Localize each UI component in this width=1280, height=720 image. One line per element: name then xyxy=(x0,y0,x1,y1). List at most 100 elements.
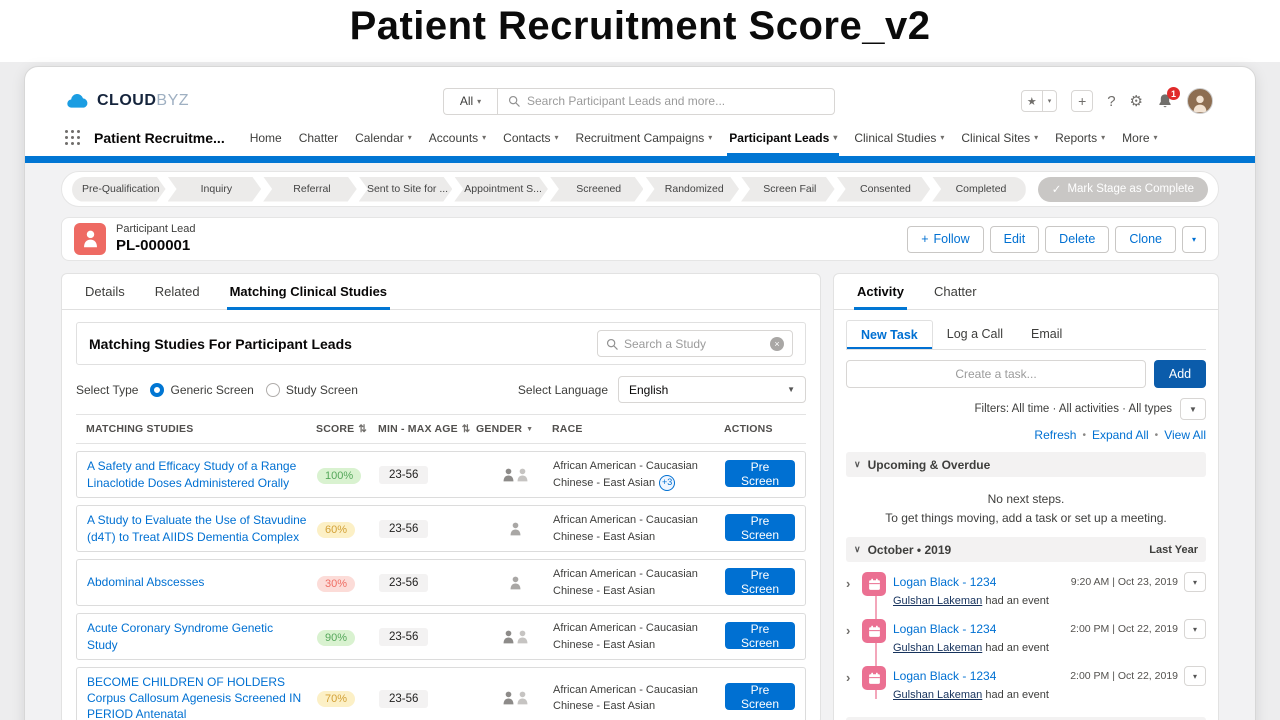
plus-icon: + xyxy=(1078,93,1087,109)
section-upcoming-overdue[interactable]: ∨ Upcoming & Overdue xyxy=(846,452,1206,477)
path-stage-sent-to-site[interactable]: Sent to Site for ... xyxy=(359,177,453,202)
nav-item-reports[interactable]: Reports ▾ xyxy=(1053,119,1107,156)
person-link[interactable]: Gulshan Lakeman xyxy=(893,689,983,702)
tab-details[interactable]: Details xyxy=(85,284,125,299)
mark-stage-complete-button[interactable]: ✓ Mark Stage as Complete xyxy=(1037,176,1208,202)
global-search-input[interactable]: Search Participant Leads and more... xyxy=(497,87,835,115)
app-name[interactable]: Patient Recruitme... xyxy=(94,129,225,146)
subtab-new-task[interactable]: New Task xyxy=(846,320,933,349)
event-link[interactable]: Logan Black - 1234 xyxy=(893,622,997,637)
gender-both-icon xyxy=(477,468,553,482)
event-menu-button[interactable]: ▾ xyxy=(1184,572,1206,593)
language-select[interactable]: English ▼ xyxy=(618,376,806,403)
avatar[interactable] xyxy=(1187,88,1213,114)
event-link[interactable]: Logan Black - 1234 xyxy=(893,669,997,684)
nav-item-clinical-sites[interactable]: Clinical Sites ▾ xyxy=(959,119,1040,156)
filter-button[interactable]: ▼ xyxy=(1180,398,1206,420)
subtab-log-a-call[interactable]: Log a Call xyxy=(946,327,1004,341)
section-chevron-icon: ∨ xyxy=(854,459,861,469)
column-header-score[interactable]: SCORE ⇅ xyxy=(316,423,367,435)
study-link[interactable]: BECOME CHILDREN OF HOLDERS Corpus Callos… xyxy=(87,675,302,720)
tab-chatter[interactable]: Chatter xyxy=(933,284,977,299)
nav-item-accounts[interactable]: Accounts ▾ xyxy=(427,119,488,156)
column-header-age[interactable]: MIN - MAX AGE ⇅ xyxy=(378,423,471,435)
section-october-2019[interactable]: ∨ October • 2019 Last Year xyxy=(846,537,1206,563)
pre-screen-button[interactable]: Pre Screen xyxy=(725,683,795,711)
expand-all-link[interactable]: Expand All xyxy=(1091,428,1149,442)
path-stage-screened[interactable]: Screened xyxy=(550,177,644,202)
path-stage-appointment[interactable]: Appointment S... xyxy=(454,177,548,202)
sort-icon[interactable]: ⇅ xyxy=(358,423,367,435)
person-link[interactable]: Gulshan Lakeman xyxy=(893,595,983,608)
race-cell: African American - Caucasian Chinese - E… xyxy=(553,458,725,491)
more-actions-button[interactable]: ▾ xyxy=(1181,225,1206,253)
nav-item-home[interactable]: Home xyxy=(248,119,284,156)
tab-activity[interactable]: Activity xyxy=(842,274,919,310)
app-launcher-icon[interactable] xyxy=(65,129,81,146)
add-task-button[interactable]: Add xyxy=(1154,360,1206,388)
tab-matching-clinical-studies[interactable]: Matching Clinical Studies xyxy=(215,274,402,310)
help-button[interactable]: ? xyxy=(1107,92,1116,110)
pre-screen-button[interactable]: Pre Screen xyxy=(725,567,795,596)
expand-chevron-icon[interactable]: › xyxy=(846,623,851,639)
path-stage-completed[interactable]: Completed xyxy=(932,176,1026,202)
study-link[interactable]: A Safety and Efficacy Study of a Range L… xyxy=(87,459,297,490)
setup-gear-button[interactable]: ⚙ xyxy=(1129,93,1143,110)
caret-down-icon: ▼ xyxy=(526,425,534,433)
path-stage-screen-fail[interactable]: Screen Fail xyxy=(741,177,835,202)
global-add-button[interactable]: + xyxy=(1071,90,1094,112)
path-stage-referral[interactable]: Referral xyxy=(263,177,357,202)
column-header-gender[interactable]: GENDER ▼ xyxy=(476,423,534,435)
nav-item-clinical-studies[interactable]: Clinical Studies ▾ xyxy=(852,119,946,156)
view-all-link[interactable]: View All xyxy=(1164,428,1206,442)
path-stage-consented[interactable]: Consented xyxy=(837,177,931,202)
nav-item-more[interactable]: More ▾ xyxy=(1120,119,1159,156)
sort-icon[interactable]: ⇅ xyxy=(461,423,471,435)
subtab-email[interactable]: Email xyxy=(1031,327,1063,341)
event-menu-button[interactable]: ▾ xyxy=(1184,666,1206,687)
path-stage-inquiry[interactable]: Inquiry xyxy=(168,177,262,202)
event-icon xyxy=(862,572,886,597)
study-link[interactable]: Abdominal Abscesses xyxy=(87,575,205,590)
event-link[interactable]: Logan Black - 1234 xyxy=(893,575,997,590)
study-search-placeholder: Search a Study xyxy=(624,336,707,351)
path-stage-randomized[interactable]: Randomized xyxy=(645,177,739,202)
nav-item-chatter[interactable]: Chatter xyxy=(297,119,340,156)
expand-chevron-icon[interactable]: › xyxy=(846,576,851,592)
create-task-input[interactable]: Create a task... xyxy=(846,360,1146,388)
nav-item-contacts[interactable]: Contacts ▾ xyxy=(501,119,560,156)
chevron-down-icon: ▾ xyxy=(1153,133,1158,142)
pre-screen-button[interactable]: Pre Screen xyxy=(725,621,795,650)
refresh-link[interactable]: Refresh xyxy=(1034,428,1077,442)
follow-button[interactable]: + Follow xyxy=(907,225,984,253)
notifications-button[interactable]: 1 xyxy=(1157,87,1180,109)
tab-related[interactable]: Related xyxy=(154,284,200,299)
follow-label: Follow xyxy=(933,232,970,246)
person-link[interactable]: Gulshan Lakeman xyxy=(893,642,983,655)
nav-item-participant-leads[interactable]: Participant Leads ▾ xyxy=(727,119,839,156)
study-link[interactable]: A Study to Evaluate the Use of Stavudine… xyxy=(87,513,307,544)
event-menu-button[interactable]: ▾ xyxy=(1184,619,1206,640)
favorites-button[interactable]: ★ ▾ xyxy=(1020,90,1058,112)
pre-screen-button[interactable]: Pre Screen xyxy=(725,513,795,542)
radio-generic-screen[interactable]: Generic Screen xyxy=(150,382,254,397)
radio-icon xyxy=(150,382,165,397)
activity-subtabs: New Task Log a Call Email xyxy=(846,320,1206,350)
clear-search-icon[interactable]: × xyxy=(770,336,784,351)
study-search-input[interactable]: Search a Study × xyxy=(597,330,793,357)
delete-button[interactable]: Delete xyxy=(1045,225,1110,253)
expand-chevron-icon[interactable]: › xyxy=(846,670,851,686)
radio-study-screen[interactable]: Study Screen xyxy=(265,382,358,397)
chevron-down-icon: ▾ xyxy=(407,133,412,142)
path-stage-pre-qualification[interactable]: Pre-Qualification xyxy=(72,177,166,202)
section-april-2019[interactable]: ∨ April • 2019 Last Year xyxy=(846,717,1206,720)
study-link[interactable]: Acute Coronary Syndrome Genetic Study xyxy=(87,621,274,652)
nav-item-recruitment-campaigns[interactable]: Recruitment Campaigns ▾ xyxy=(574,119,715,156)
nav-item-calendar[interactable]: Calendar ▾ xyxy=(353,119,414,156)
pre-screen-button[interactable]: Pre Screen xyxy=(725,459,795,488)
clone-button[interactable]: Clone xyxy=(1115,225,1176,253)
event-suffix: had an event xyxy=(985,595,1049,608)
search-scope-dropdown[interactable]: All ▾ xyxy=(443,87,497,115)
race-more-badge[interactable]: +3 xyxy=(659,474,676,491)
edit-button[interactable]: Edit xyxy=(989,225,1040,253)
